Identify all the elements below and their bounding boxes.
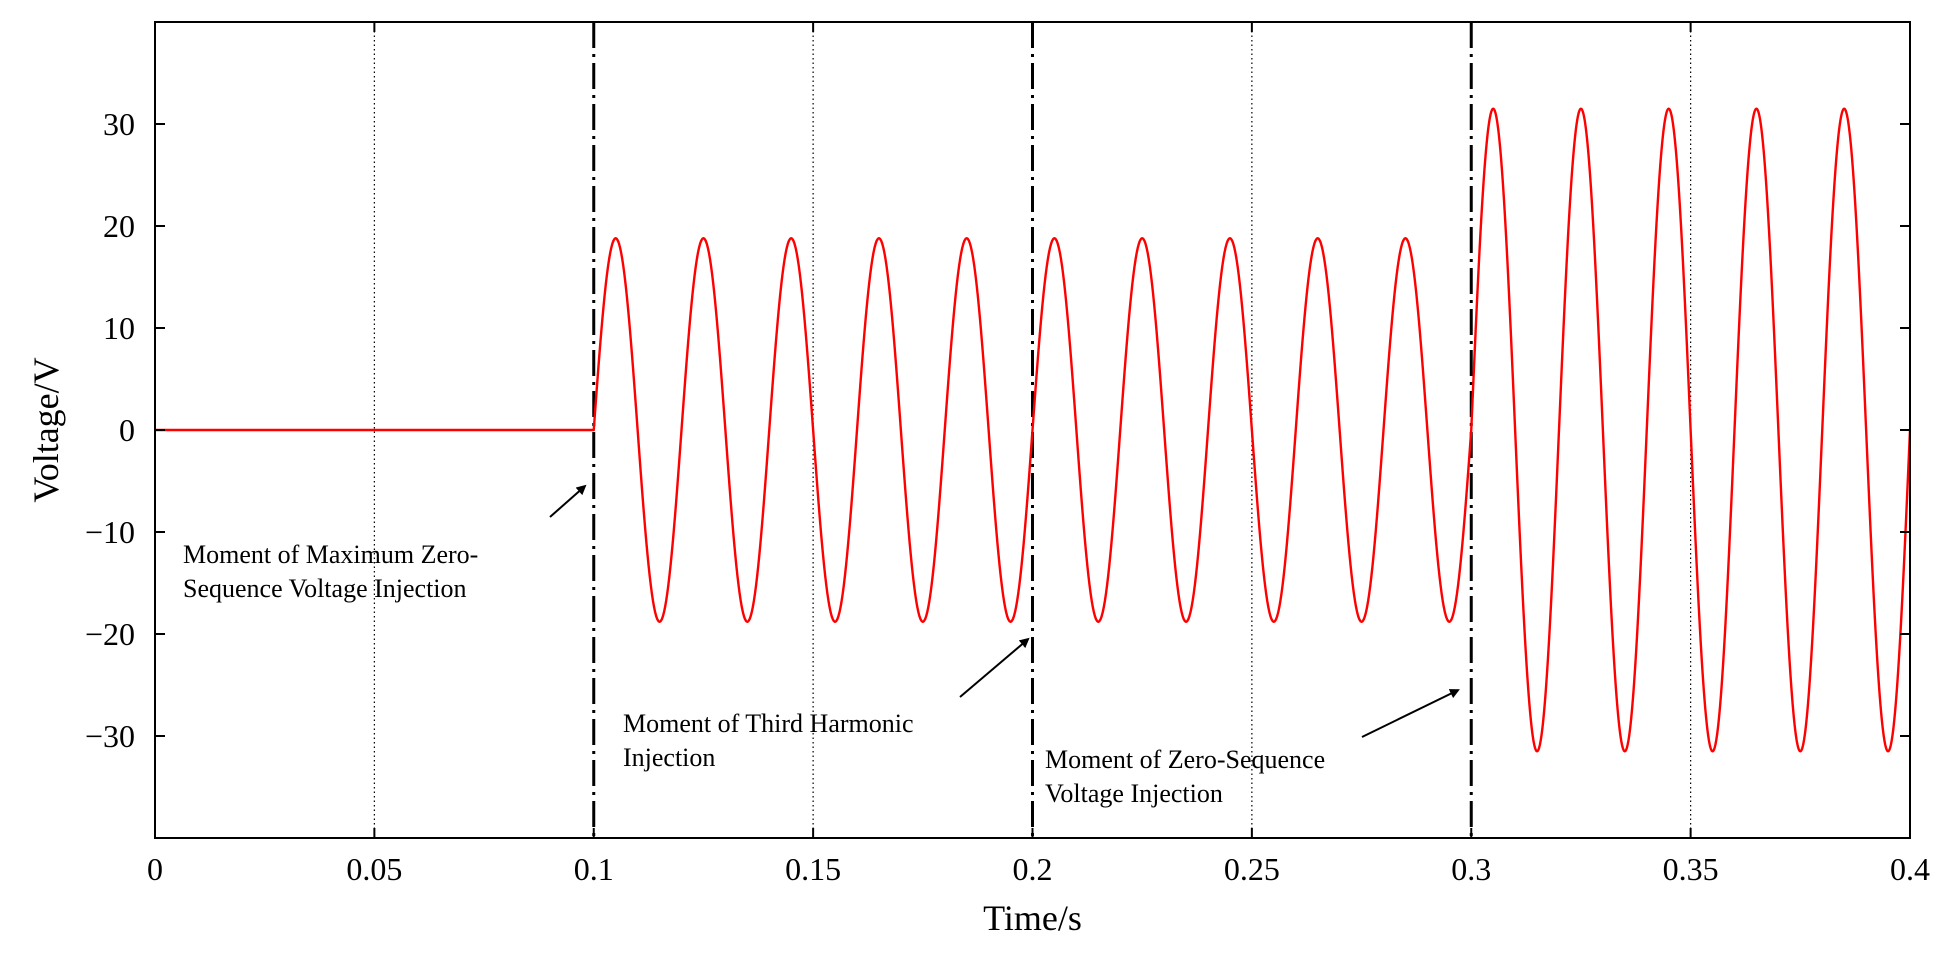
- x-tick-label: 0.35: [1663, 851, 1719, 887]
- x-tick-label: 0.25: [1224, 851, 1280, 887]
- grid-lines: [373, 22, 1692, 838]
- annotation-line: Moment of Maximum Zero-: [183, 540, 478, 569]
- y-axis-label: Voltage/V: [26, 357, 66, 502]
- x-tick-label: 0: [147, 851, 163, 887]
- annotation-text: Moment of Maximum Zero- Sequence Voltage …: [183, 540, 478, 603]
- y-tick-label: 20: [103, 208, 135, 244]
- annotation-line: Voltage Injection: [1045, 779, 1223, 808]
- annotation-text: Moment of Third Harmonic Injection: [623, 709, 914, 772]
- x-tick-label: 0.2: [1013, 851, 1053, 887]
- annotation-line: Sequence Voltage Injection: [183, 574, 467, 603]
- x-tick-label: 0.1: [574, 851, 614, 887]
- annotation-line: Moment of Zero-Sequence: [1045, 745, 1325, 774]
- annotation-line: Injection: [623, 743, 715, 772]
- x-tick-label: 0.05: [346, 851, 402, 887]
- y-tick-label: −20: [85, 616, 135, 652]
- x-tick-label: 0.3: [1451, 851, 1491, 887]
- annotation-text: Moment of Zero-Sequence Voltage Injection: [1045, 745, 1325, 808]
- x-tick-label: 0.4: [1890, 851, 1930, 887]
- annotation-line: Moment of Third Harmonic: [623, 709, 914, 738]
- voltage-series-line: [155, 107, 1910, 753]
- y-tick-label: 10: [103, 310, 135, 346]
- annotation-arrow: [1361, 689, 1460, 738]
- series-layer: [155, 107, 1910, 753]
- annotation-arrow: [959, 637, 1030, 698]
- y-tick-label: 0: [119, 412, 135, 448]
- y-tick-label: −30: [85, 718, 135, 754]
- axis-ticks: [154, 22, 1911, 838]
- x-axis-label: Time/s: [983, 898, 1082, 938]
- tick-labels: 0 0.05 0.1 0.15 0.2 0.25 0.3 0.35 0.4 30 20 10 0 −10 −…: [85, 106, 1930, 887]
- event-lines: [592, 22, 1473, 838]
- y-tick-label: −10: [85, 514, 135, 550]
- x-tick-label: 0.15: [785, 851, 841, 887]
- y-tick-label: 30: [103, 106, 135, 142]
- annotations: Moment of Maximum Zero- Sequence Voltage …: [183, 484, 1460, 808]
- annotation-arrow: [549, 484, 587, 518]
